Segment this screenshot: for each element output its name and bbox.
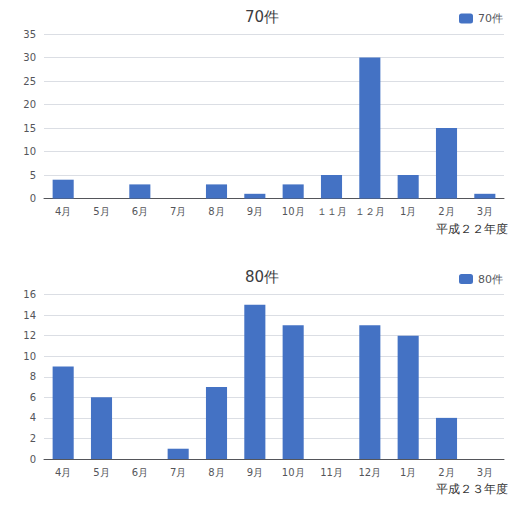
svg-text:4: 4	[30, 412, 36, 423]
svg-text:16: 16	[23, 289, 36, 300]
svg-text:12: 12	[23, 330, 36, 341]
svg-text:6月: 6月	[132, 206, 148, 217]
svg-text:7月: 7月	[170, 467, 186, 478]
svg-text:1月: 1月	[400, 206, 416, 217]
svg-text:0: 0	[30, 454, 36, 465]
svg-text:平成２２年度: 平成２２年度	[436, 222, 508, 236]
svg-text:4月: 4月	[55, 206, 71, 217]
svg-text:0: 0	[30, 193, 36, 204]
svg-text:80件: 80件	[478, 273, 503, 286]
svg-text:5: 5	[30, 170, 36, 181]
svg-text:9月: 9月	[247, 206, 263, 217]
svg-text:10月: 10月	[282, 467, 305, 478]
svg-text:平成２３年度: 平成２３年度	[436, 482, 508, 496]
svg-text:3月: 3月	[477, 206, 493, 217]
svg-text:10月: 10月	[282, 206, 305, 217]
svg-text:１１月: １１月	[317, 206, 347, 217]
svg-text:7月: 7月	[170, 206, 186, 217]
svg-text:5月: 5月	[93, 467, 109, 478]
svg-text:3月: 3月	[477, 467, 493, 478]
svg-text:10: 10	[23, 146, 36, 157]
svg-text:4月: 4月	[55, 467, 71, 478]
svg-text:10: 10	[23, 351, 36, 362]
svg-text:１２月: １２月	[355, 206, 385, 217]
svg-text:5月: 5月	[93, 206, 109, 217]
svg-text:2月: 2月	[438, 206, 454, 217]
svg-text:80件: 80件	[245, 268, 279, 286]
svg-text:12月: 12月	[358, 467, 381, 478]
svg-text:70件: 70件	[245, 8, 279, 26]
svg-text:70件: 70件	[478, 12, 503, 25]
svg-text:15: 15	[23, 123, 36, 134]
svg-text:30: 30	[23, 52, 36, 63]
svg-text:6月: 6月	[132, 467, 148, 478]
svg-text:11月: 11月	[320, 467, 343, 478]
svg-text:1月: 1月	[400, 467, 416, 478]
svg-text:35: 35	[23, 29, 36, 40]
svg-text:8月: 8月	[208, 467, 224, 478]
svg-text:25: 25	[23, 76, 36, 87]
svg-text:8月: 8月	[208, 206, 224, 217]
svg-text:20: 20	[23, 99, 36, 110]
svg-text:6: 6	[30, 392, 36, 403]
svg-text:9月: 9月	[247, 467, 263, 478]
svg-text:14: 14	[23, 310, 36, 321]
svg-text:2: 2	[30, 433, 36, 444]
svg-text:8: 8	[30, 371, 36, 382]
svg-text:2月: 2月	[438, 467, 454, 478]
